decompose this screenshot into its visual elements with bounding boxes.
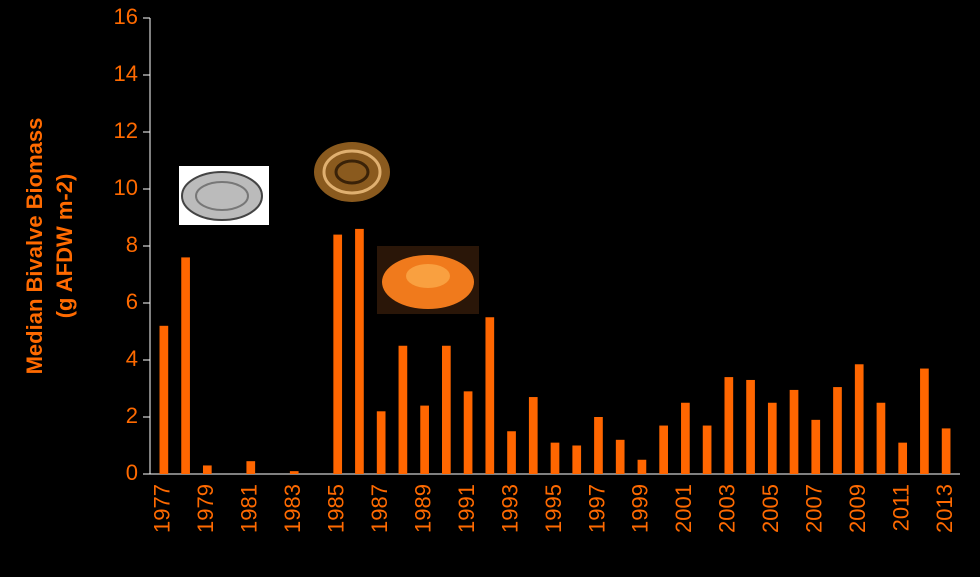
bar [376,411,386,474]
x-tick-label: 2001 [671,484,696,533]
bar [724,377,734,474]
bar [246,461,256,474]
x-tick-label: 2009 [845,484,870,533]
bar [463,391,473,474]
shell-picture [377,246,479,314]
bar [659,425,668,474]
bar [355,228,364,474]
bar [442,345,451,474]
bar [920,368,929,474]
bar [615,439,625,474]
x-tick-label: 1987 [367,484,392,533]
bar [898,442,908,474]
bar [333,234,343,474]
x-tick-label: 1993 [497,484,522,533]
x-tick-label: 1979 [193,484,218,533]
bar [528,397,538,474]
bar [637,459,647,474]
x-tick-label: 2005 [758,484,783,533]
bar [811,419,821,474]
y-tick-label: 16 [114,4,138,29]
bar [159,325,169,474]
x-tick-label: 1985 [324,484,349,533]
x-tick-label: 2003 [715,484,740,533]
x-tick-label: 2013 [932,484,957,533]
bar [181,257,190,474]
bar [833,387,842,474]
bar [702,425,712,474]
bar [507,431,516,474]
x-tick-label: 1995 [541,484,566,533]
y-tick-label: 12 [114,118,138,143]
bar [420,405,429,474]
bar [594,417,603,474]
y-tick-label: 10 [114,175,138,200]
y-tick-label: 4 [126,346,138,371]
y-tick-label: 14 [114,61,138,86]
x-tick-label: 1997 [584,484,609,533]
bar [876,402,886,474]
x-tick-label: 1991 [454,484,479,533]
x-tick-label: 1999 [628,484,653,533]
bar [681,402,690,474]
x-tick-label: 1981 [237,484,262,533]
y-tick-label: 8 [126,232,138,257]
x-tick-label: 2007 [802,484,827,533]
bar [746,379,755,474]
bar [789,389,799,474]
shell-picture [314,142,390,202]
bar [767,402,777,474]
y-tick-label: 0 [126,460,138,485]
x-tick-label: 2011 [888,484,913,531]
bar [485,317,495,474]
bar [854,364,864,474]
bar [289,471,299,474]
y-tick-label: 2 [126,403,138,428]
x-tick-label: 1983 [280,484,305,533]
shell-picture [179,166,269,225]
y-axis-label: Median Bivalve Biomass [22,118,47,375]
x-tick-label: 1977 [150,484,175,533]
bar [398,345,408,474]
y-axis-label: (g AFDW m-2) [52,174,77,319]
bar [202,465,212,474]
y-tick-label: 6 [126,289,138,314]
bar [941,428,951,474]
x-tick-label: 1989 [410,484,435,533]
bar [572,445,582,474]
bar [550,442,560,474]
